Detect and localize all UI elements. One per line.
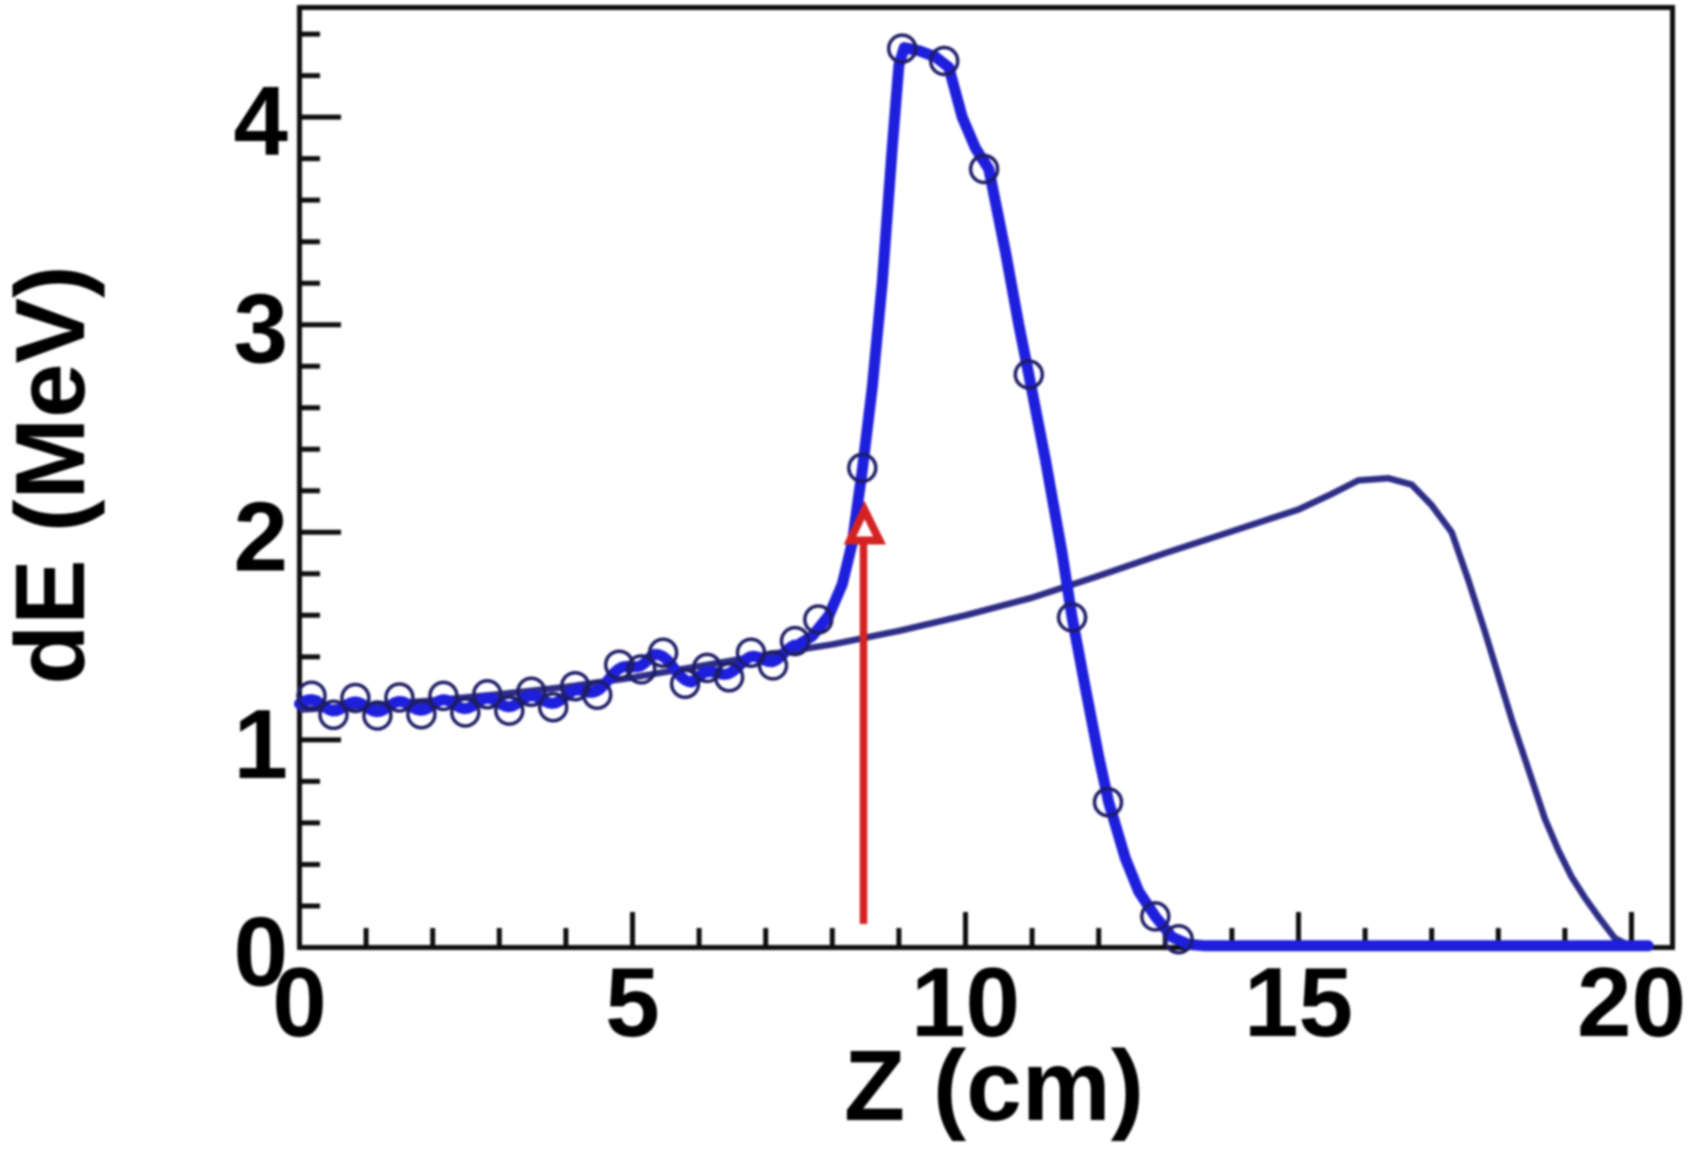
svg-text:2: 2 [233,481,288,591]
svg-text:0: 0 [233,897,288,1007]
svg-text:3: 3 [233,274,288,384]
svg-text:dE (MeV): dE (MeV) [0,265,105,684]
svg-text:0: 0 [272,947,327,1057]
svg-text:5: 5 [605,947,660,1057]
svg-text:15: 15 [1244,947,1353,1057]
svg-text:10: 10 [911,947,1020,1057]
svg-text:Z (cm): Z (cm) [844,1030,1144,1142]
svg-text:4: 4 [233,66,288,176]
svg-text:1: 1 [233,689,288,799]
svg-text:20: 20 [1577,947,1686,1057]
